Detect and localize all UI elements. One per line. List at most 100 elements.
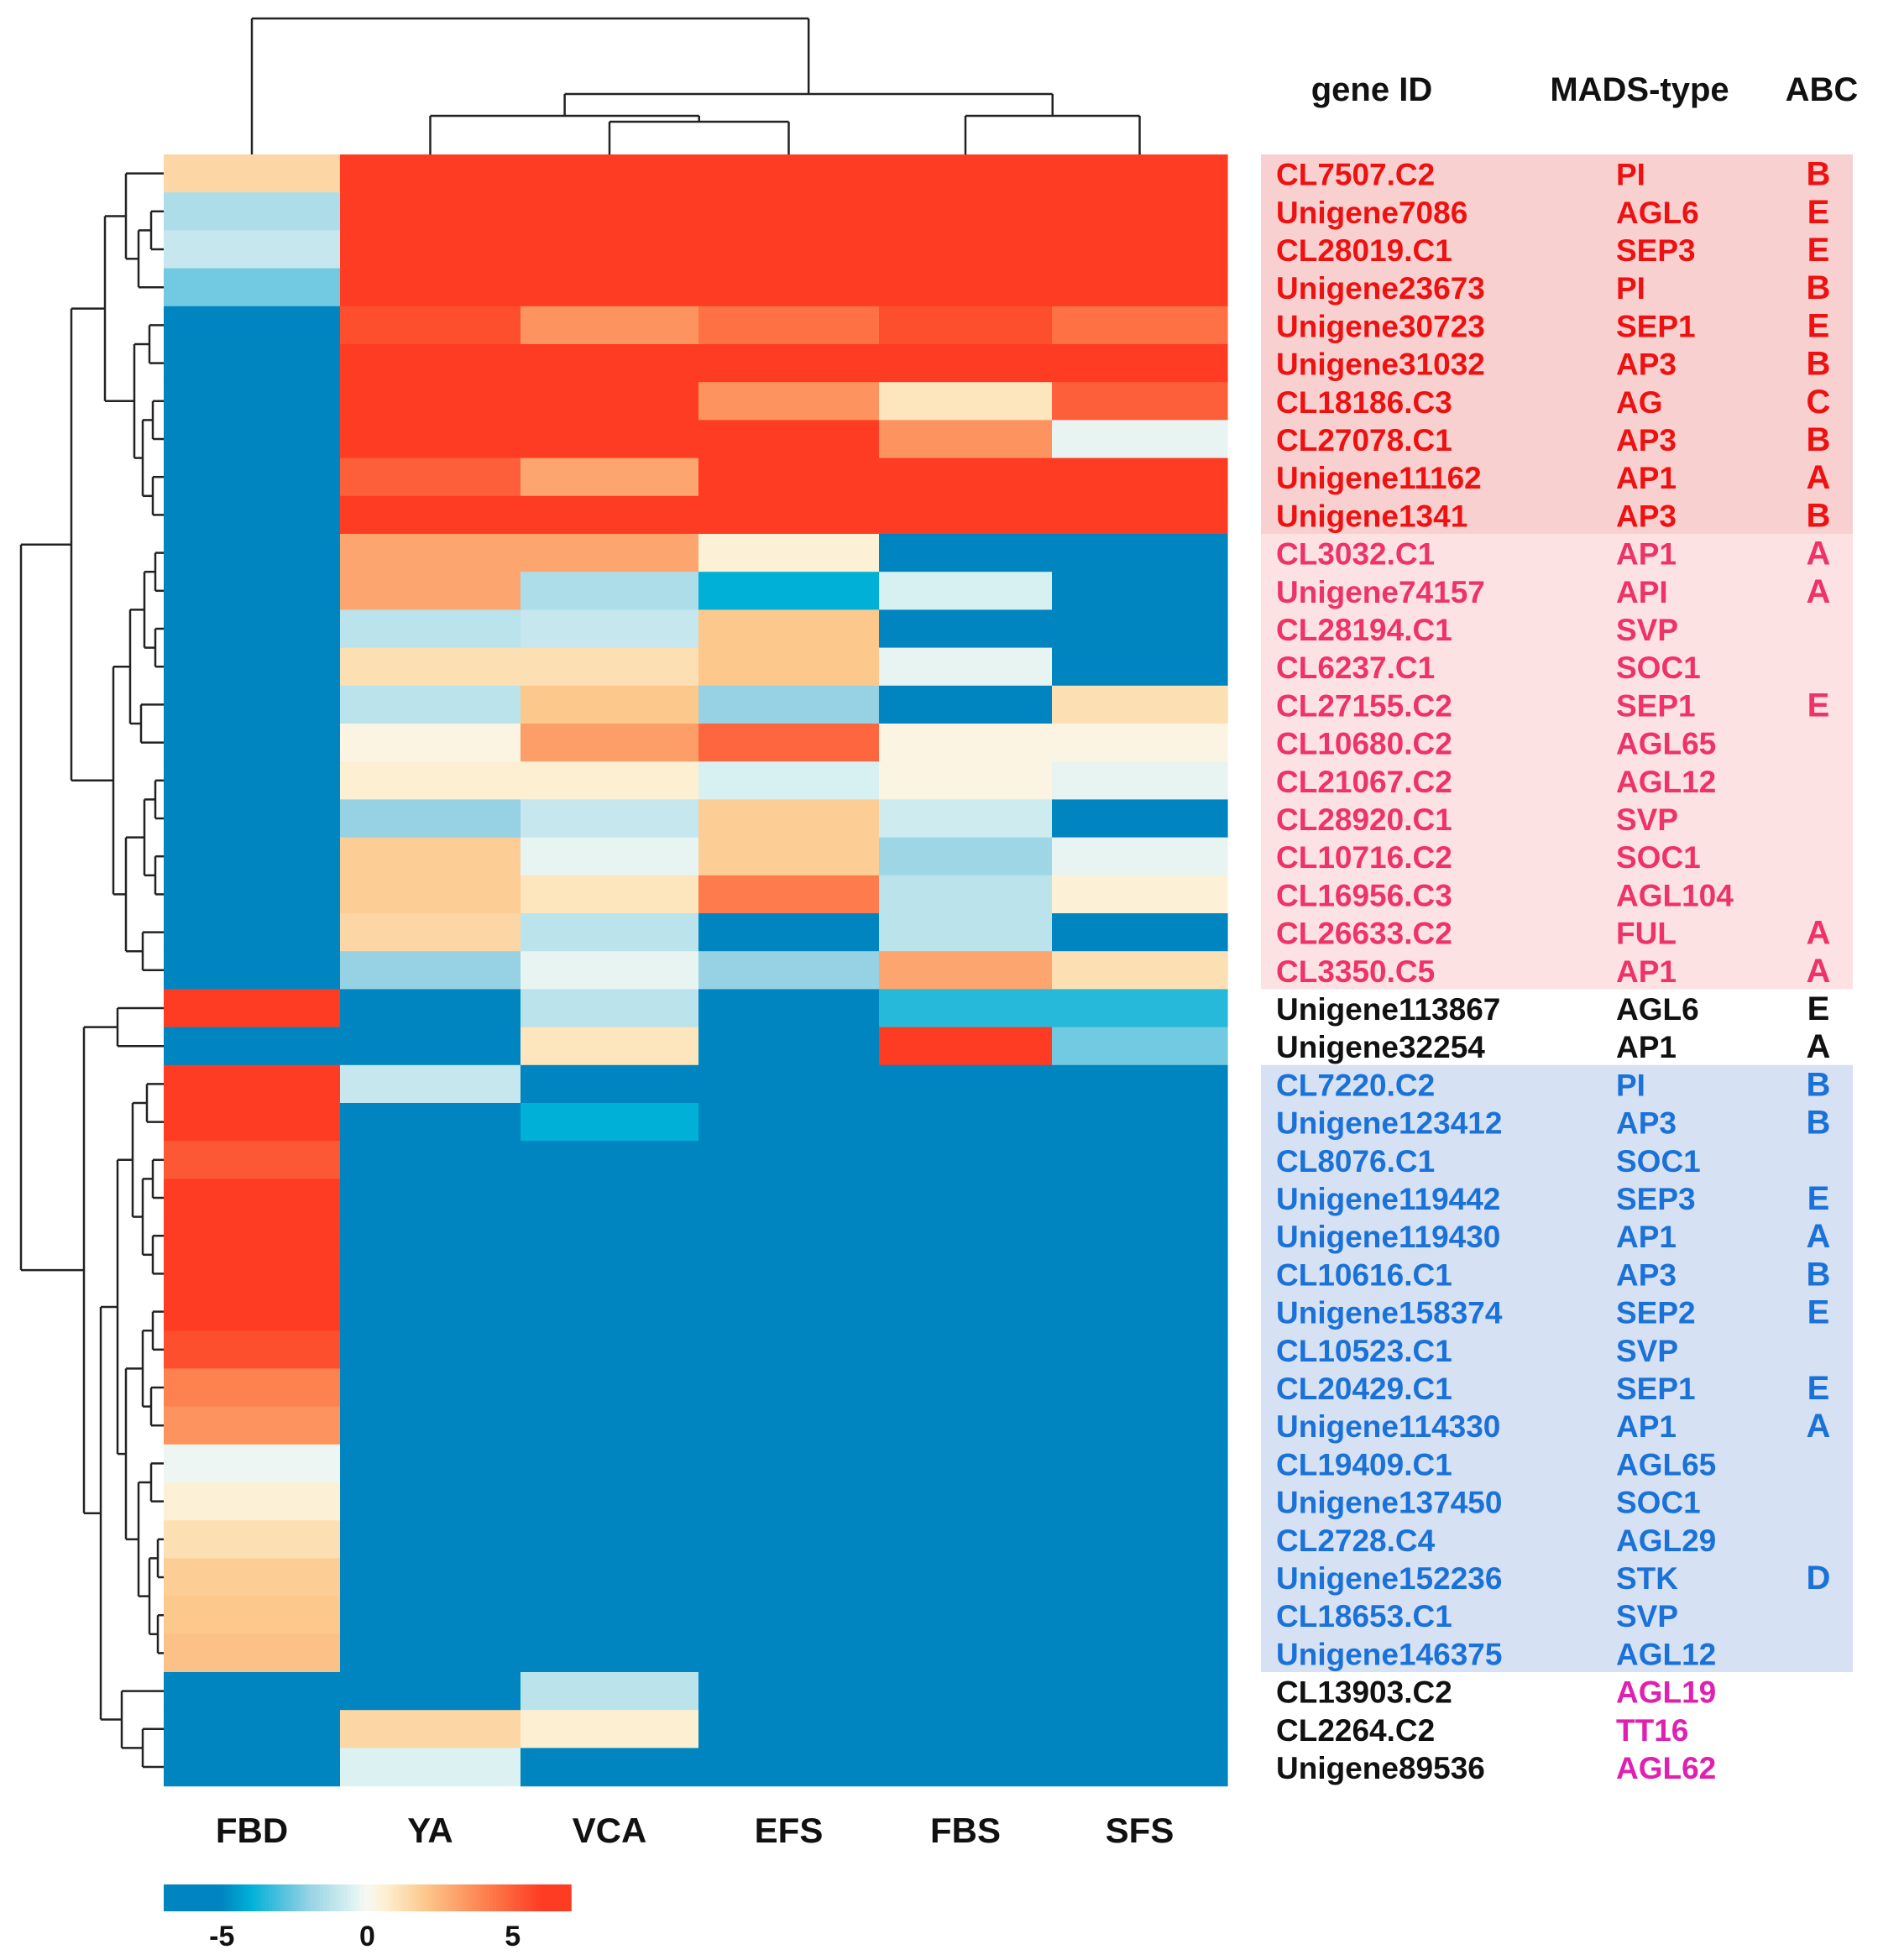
heatmap-cell	[340, 1254, 521, 1294]
heatmap-cell	[340, 1520, 521, 1559]
heatmap-cell	[340, 1141, 521, 1179]
heatmap-cell	[698, 1520, 880, 1559]
heatmap-cell	[521, 534, 699, 572]
colorbar-segment	[493, 1884, 497, 1911]
row-dendrogram	[19, 172, 164, 1769]
heatmap-cell	[340, 609, 521, 649]
colorbar-segment	[526, 1884, 531, 1911]
heatmap-cell	[521, 192, 699, 231]
colorbar-segment	[374, 1884, 379, 1911]
heatmap-cell	[340, 1406, 521, 1445]
colorbar-segment	[241, 1884, 246, 1911]
mads-type-label: AP1	[1616, 1220, 1677, 1254]
colorbar-segment	[259, 1884, 264, 1911]
heatmap-cell	[521, 1596, 699, 1635]
heatmap-cell	[164, 1254, 341, 1294]
colorbar-segment	[452, 1884, 457, 1911]
heatmap-cell	[164, 1710, 341, 1748]
colorbar-segment	[347, 1884, 352, 1911]
heatmap-cell	[164, 1368, 341, 1408]
colorbar-segment	[408, 1884, 412, 1911]
heatmap-cell	[698, 724, 880, 762]
heatmap-cell	[521, 875, 699, 914]
heatmap-cell	[340, 1482, 521, 1521]
heatmap-cell	[340, 1179, 521, 1218]
colorbar-segment	[485, 1884, 490, 1911]
heatmap-cell	[698, 382, 880, 421]
gene-id-label: Unigene32254	[1276, 1030, 1485, 1064]
colorbar-segment	[357, 1884, 362, 1911]
heatmap-cell	[879, 1027, 1053, 1066]
heatmap-cell	[164, 761, 341, 800]
heatmap-cell	[521, 1748, 699, 1787]
colorbar-segment	[482, 1884, 487, 1911]
heatmap-cell	[1052, 1520, 1228, 1559]
heatmap-cell	[698, 154, 880, 193]
heatmap-cell	[1052, 572, 1228, 610]
abc-class-label: A	[1807, 953, 1831, 990]
colorbar-segment	[187, 1884, 192, 1911]
gene-id-label: CL27078.C1	[1276, 423, 1452, 457]
heatmap-cell	[164, 647, 341, 687]
colorbar-tick-label: -5	[209, 1921, 234, 1952]
heatmap-cell	[521, 1672, 699, 1711]
heatmap-cell	[164, 1064, 341, 1104]
mads-type-label: SVP	[1616, 1334, 1678, 1368]
colorbar-segment	[221, 1884, 226, 1911]
heatmap-cell	[879, 1482, 1053, 1521]
colorbar-segment	[245, 1884, 249, 1911]
heatmap-cell	[879, 572, 1053, 610]
heatmap-cell	[164, 951, 341, 990]
heatmap-cell	[340, 685, 521, 724]
heatmap-cell	[1052, 1216, 1228, 1256]
heatmap-cell	[164, 572, 341, 610]
heatmap-cell	[164, 1406, 341, 1445]
heatmap-cell	[1052, 230, 1228, 269]
heatmap-cell	[879, 457, 1053, 497]
heatmap-cell	[521, 344, 699, 383]
colorbar-segment	[360, 1884, 365, 1911]
heatmap-cell	[698, 344, 880, 383]
heatmap-cell	[698, 1368, 880, 1408]
mads-type-label: SEP1	[1616, 688, 1696, 723]
heatmap-cell	[879, 1710, 1053, 1748]
heatmap-cell	[521, 495, 699, 535]
colorbar-segment	[337, 1884, 341, 1911]
heatmap-cell	[521, 572, 699, 610]
heatmap-cell	[879, 534, 1053, 572]
heatmap-cell	[521, 1064, 699, 1104]
colorbar-segment	[292, 1884, 297, 1911]
heatmap-cell	[698, 420, 880, 459]
heatmap-cell	[879, 1179, 1053, 1218]
heatmap-cell	[698, 268, 880, 307]
colorbar-segment	[455, 1884, 460, 1911]
heatmap-cell	[164, 1748, 341, 1787]
heatmap-cell	[340, 951, 521, 990]
colorbar-segment	[411, 1884, 416, 1911]
colorbar-segment	[353, 1884, 358, 1911]
colorbar-segment	[197, 1884, 202, 1911]
colorbar-segment	[543, 1884, 548, 1911]
heatmap-cell	[879, 1444, 1053, 1483]
mads-type-label: SOC1	[1616, 651, 1701, 685]
heatmap-cell	[1052, 951, 1228, 990]
heatmap-cell	[340, 154, 521, 193]
heatmap-cell	[879, 420, 1053, 459]
colorbar-segment	[234, 1884, 239, 1911]
colorbar-segment	[272, 1884, 277, 1911]
colorbar-segment	[306, 1884, 311, 1911]
colorbar-segment	[327, 1884, 331, 1911]
colorbar-segment	[289, 1884, 294, 1911]
heatmap-cell	[164, 268, 341, 307]
abc-class-label: A	[1807, 915, 1831, 952]
mads-type-label: AGL12	[1616, 765, 1716, 799]
heatmap-cell	[164, 382, 341, 421]
heatmap-cell	[521, 951, 699, 990]
heatmap-cell	[1052, 457, 1228, 497]
abc-class-label: E	[1807, 307, 1830, 344]
gene-id-label: CL10523.C1	[1276, 1334, 1452, 1368]
gene-id-label: Unigene23673	[1276, 271, 1485, 306]
heatmap-cell	[521, 761, 699, 800]
heatmap-cell	[521, 1027, 699, 1066]
